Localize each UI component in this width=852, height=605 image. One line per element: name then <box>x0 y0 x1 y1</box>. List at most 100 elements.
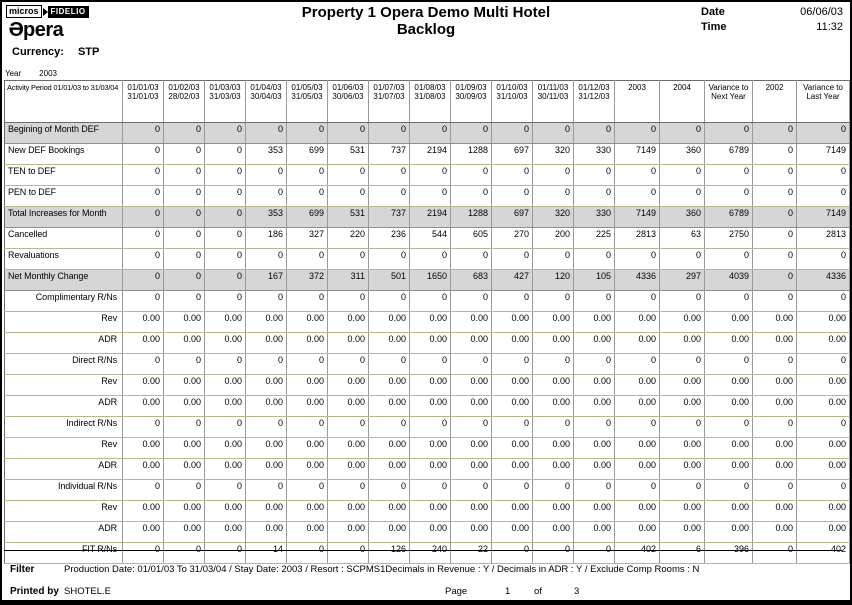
table-cell: 0 <box>704 353 753 375</box>
row-label: Begining of Month DEF <box>4 122 123 144</box>
row-label: TEN to DEF <box>4 164 123 186</box>
table-cell: 0.00 <box>704 437 753 459</box>
table-cell: 0.00 <box>368 332 410 354</box>
table-cell: 0 <box>409 416 451 438</box>
table-cell: 0 <box>163 248 205 270</box>
table-cell: 0 <box>752 143 797 165</box>
table-cell: 0 <box>796 290 850 312</box>
table-cell: 0.00 <box>491 500 533 522</box>
table-cell: 0.00 <box>286 332 328 354</box>
table-cell: 0 <box>368 185 410 207</box>
table-cell: 0.00 <box>491 437 533 459</box>
table-cell: 0.00 <box>532 458 574 480</box>
table-cell: 0 <box>327 479 369 501</box>
table-cell: 402 <box>614 542 660 564</box>
table-cell: 320 <box>532 206 574 228</box>
page-number: 1 <box>505 586 511 597</box>
table-cell: 297 <box>659 269 705 291</box>
table-cell: 0.00 <box>122 332 164 354</box>
table-row: ADR 0.00 0.00 0.00 0.00 0.00 0.00 0.00 0.00 0.00 0… <box>4 332 850 354</box>
column-header: 01/08/03 31/08/03 <box>409 80 451 123</box>
table-cell: 0.00 <box>368 437 410 459</box>
currency-label: Currency: <box>12 46 64 58</box>
table-row: Revaluations 0 0 0 0 0 0 0 0 0 0 0 0 0 0 0 0 0 <box>4 248 850 270</box>
table-cell: 0 <box>659 164 705 186</box>
table-cell: 0.00 <box>245 500 287 522</box>
table-row: Complimentary R/Ns 0 0 0 0 0 0 0 0 0 0 0 0 0 0 0 0 0 <box>4 290 850 312</box>
table-cell: 0 <box>122 269 164 291</box>
table-cell: 7149 <box>614 143 660 165</box>
table-cell: 270 <box>491 227 533 249</box>
table-cell: 0.00 <box>450 332 492 354</box>
table-cell: 0 <box>796 164 850 186</box>
table-cell: 0 <box>573 122 615 144</box>
table-cell: 225 <box>573 227 615 249</box>
currency-line: Currency: STP <box>12 46 99 58</box>
table-cell: 311 <box>327 269 369 291</box>
table-cell: 0.00 <box>796 395 850 417</box>
row-label: Rev <box>4 500 123 522</box>
table-cell: 0 <box>327 353 369 375</box>
table-cell: 0 <box>245 122 287 144</box>
table-cell: 0 <box>573 416 615 438</box>
table-cell: 0.00 <box>491 395 533 417</box>
table-cell: 0 <box>327 185 369 207</box>
table-cell: 0 <box>704 164 753 186</box>
table-cell: 0.00 <box>752 395 797 417</box>
table-cell: 0 <box>752 290 797 312</box>
table-cell: 0 <box>163 227 205 249</box>
row-label: FIT R/Ns <box>4 542 123 564</box>
table-cell: 0 <box>704 185 753 207</box>
table-cell: 0 <box>368 122 410 144</box>
table-cell: 0.00 <box>614 374 660 396</box>
table-cell: 0 <box>163 542 205 564</box>
table-cell: 0 <box>532 185 574 207</box>
table-cell: 0.00 <box>204 395 246 417</box>
table-cell: 0 <box>163 164 205 186</box>
table-cell: 0.00 <box>614 395 660 417</box>
table-cell: 0 <box>532 479 574 501</box>
table-cell: 0 <box>122 416 164 438</box>
row-label: Direct R/Ns <box>4 353 123 375</box>
table-cell: 0 <box>286 122 328 144</box>
row-label: ADR <box>4 395 123 417</box>
table-cell: 0.00 <box>163 437 205 459</box>
table-cell: 0 <box>327 416 369 438</box>
table-cell: 0 <box>532 290 574 312</box>
table-cell: 0.00 <box>450 311 492 333</box>
table-cell: 0 <box>163 269 205 291</box>
table-row: Cancelled 0 0 0 186 327 220 236 544 605 270 200 225 2… <box>4 227 850 249</box>
row-label: Complimentary R/Ns <box>4 290 123 312</box>
table-cell: 605 <box>450 227 492 249</box>
table-cell: 0.00 <box>204 332 246 354</box>
table-cell: 0 <box>752 248 797 270</box>
column-header: 01/07/03 31/07/03 <box>368 80 410 123</box>
table-cell: 0 <box>491 164 533 186</box>
table-cell: 0.00 <box>245 395 287 417</box>
table-cell: 0 <box>204 290 246 312</box>
table-cell: 0.00 <box>163 458 205 480</box>
table-cell: 63 <box>659 227 705 249</box>
table-cell: 0 <box>286 248 328 270</box>
table-cell: 0 <box>614 290 660 312</box>
table-cell: 0 <box>491 185 533 207</box>
table-cell: 0.00 <box>614 437 660 459</box>
table-cell: 0 <box>796 248 850 270</box>
table-cell: 0.00 <box>704 521 753 543</box>
opera-logo: Əpera <box>9 19 64 42</box>
table-cell: 0 <box>245 185 287 207</box>
table-cell: 4336 <box>796 269 850 291</box>
table-cell: 0.00 <box>327 521 369 543</box>
table-cell: 0.00 <box>368 395 410 417</box>
filter-label: Filter <box>10 564 35 575</box>
table-cell: 0.00 <box>450 521 492 543</box>
micros-fidelio-logo: micros FIDELIO <box>6 5 89 18</box>
table-cell: 0.00 <box>614 500 660 522</box>
table-cell: 0.00 <box>245 458 287 480</box>
table-cell: 0.00 <box>327 437 369 459</box>
table-cell: 0 <box>368 164 410 186</box>
table-cell: 0.00 <box>659 437 705 459</box>
table-cell: 0 <box>704 416 753 438</box>
table-cell: 0 <box>409 479 451 501</box>
table-cell: 0.00 <box>532 437 574 459</box>
